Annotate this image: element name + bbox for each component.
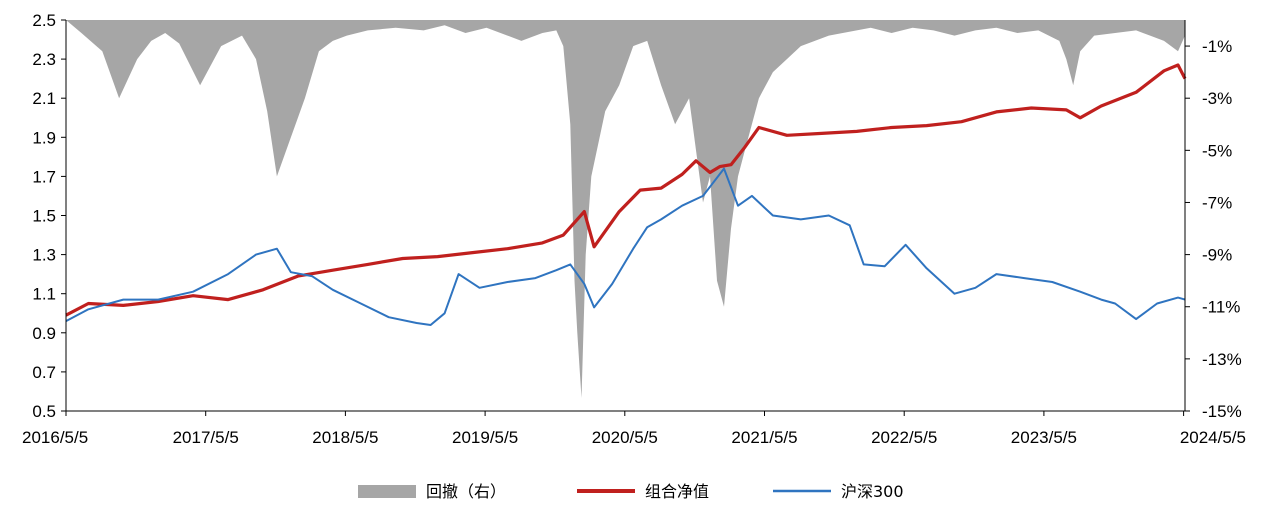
left-tick-label: 0.5 xyxy=(32,402,56,421)
right-tick-label: -1% xyxy=(1202,37,1232,56)
axes-layer: 2.5 2.3 2.1 1.9 1.7 1.5 1.3 1.1 0.9 0.7 0.5 -1% -3% -… xyxy=(22,11,1246,447)
lines-layer xyxy=(65,63,1187,326)
right-tick-label: -11% xyxy=(1202,298,1240,317)
left-tick-label: 0.9 xyxy=(32,324,56,343)
portfolio-nav-line xyxy=(65,63,1187,317)
legend-item: 沪深300 xyxy=(773,482,904,501)
x-tick-label: 2017/5/5 xyxy=(173,428,239,447)
drawdown-area xyxy=(66,20,1185,398)
right-tick-label: -13% xyxy=(1202,350,1242,369)
right-tick-label: -9% xyxy=(1202,246,1232,265)
x-tick-label: 2021/5/5 xyxy=(731,428,797,447)
left-tick-label: 2.3 xyxy=(32,50,56,69)
left-tick-label: 0.7 xyxy=(32,363,56,382)
right-tick-label: -15% xyxy=(1202,402,1242,421)
left-tick-label: 1.3 xyxy=(32,246,56,265)
legend: 回撤（右） 组合净值 沪深300 xyxy=(358,482,904,501)
left-tick-label: 2.1 xyxy=(32,89,56,108)
left-tick-label: 1.1 xyxy=(32,285,56,304)
legend-item: 回撤（右） xyxy=(358,482,506,501)
left-tick-label: 1.5 xyxy=(32,207,56,226)
drawdown-layer xyxy=(66,20,1185,398)
legend-label: 组合净值 xyxy=(645,482,709,501)
right-tick-label: -5% xyxy=(1202,141,1232,160)
left-tick-label: 2.5 xyxy=(32,11,56,30)
x-tick-label: 2023/5/5 xyxy=(1011,428,1077,447)
x-tick-label: 2024/5/5 xyxy=(1180,428,1246,447)
legend-item: 组合净值 xyxy=(577,482,709,501)
legend-label: 回撤（右） xyxy=(426,482,506,501)
x-tick-label: 2020/5/5 xyxy=(592,428,658,447)
right-tick-label: -3% xyxy=(1202,89,1232,108)
left-tick-label: 1.7 xyxy=(32,167,56,186)
x-tick-label: 2022/5/5 xyxy=(871,428,937,447)
right-tick-label: -7% xyxy=(1202,193,1232,212)
x-tick-label: 2016/5/5 xyxy=(22,428,88,447)
legend-label: 沪深300 xyxy=(841,482,904,501)
legend-swatch xyxy=(358,485,416,498)
left-tick-label: 1.9 xyxy=(32,128,56,147)
csi300-line xyxy=(65,167,1186,326)
x-tick-label: 2018/5/5 xyxy=(312,428,378,447)
x-tick-label: 2019/5/5 xyxy=(452,428,518,447)
